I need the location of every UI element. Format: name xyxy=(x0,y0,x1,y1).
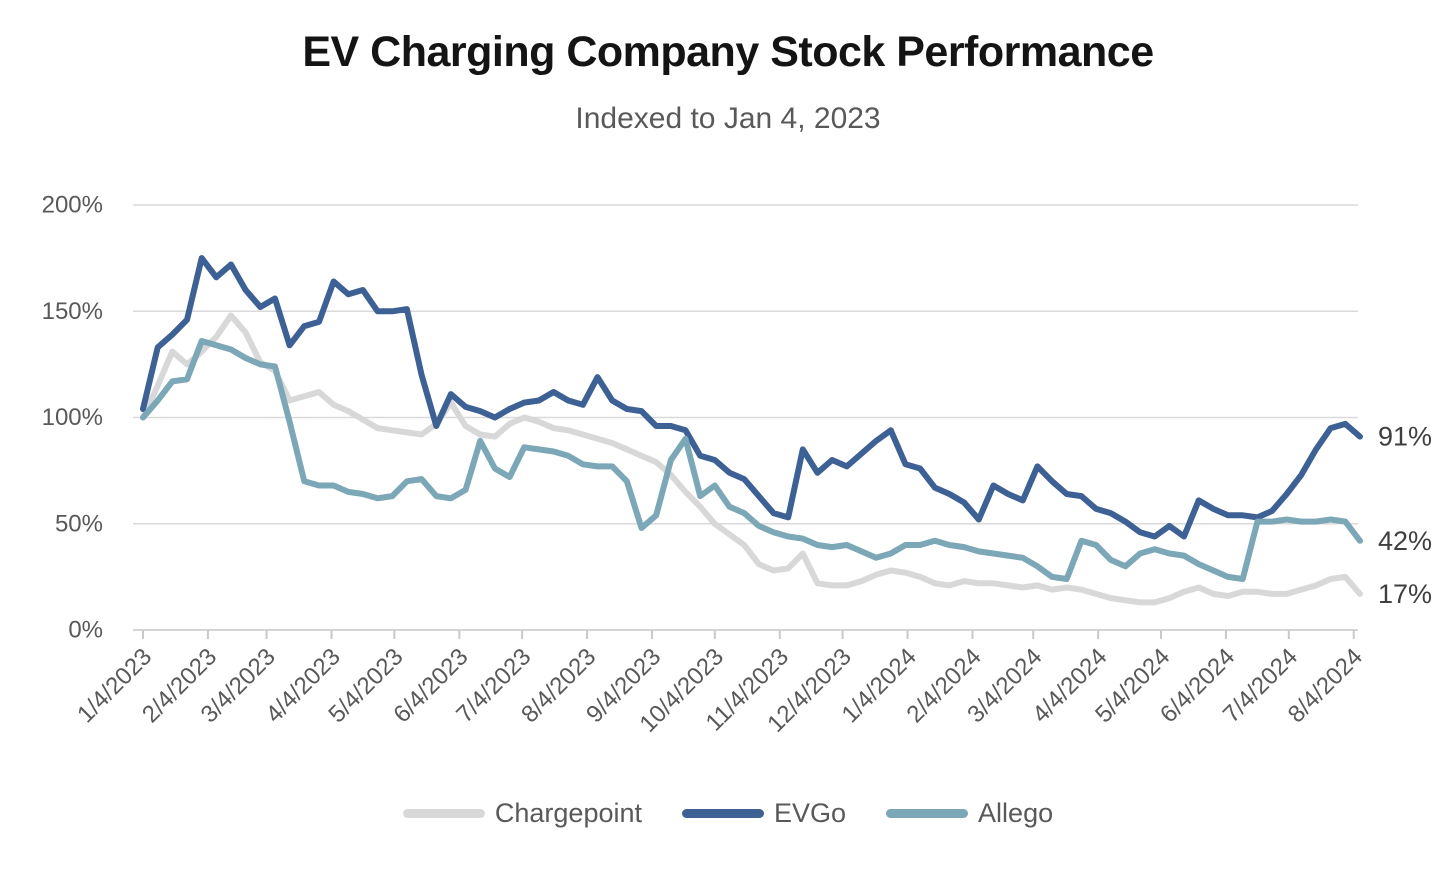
chart-title: EV Charging Company Stock Performance xyxy=(302,28,1154,76)
y-axis-label-100%: 100% xyxy=(42,404,103,431)
chart-legend: Chargepoint EVGo Allego xyxy=(0,798,1456,829)
allego-line-swatch xyxy=(886,809,969,818)
y-axis-label-50%: 50% xyxy=(55,510,103,537)
y-axis-label-150%: 150% xyxy=(42,298,103,325)
series-line-allego xyxy=(140,338,1363,582)
legend-item-allego: Allego xyxy=(886,798,1053,829)
end-value-label-chargepoint: 17% xyxy=(1378,579,1432,609)
series-line-chargepoint xyxy=(140,312,1363,606)
y-axis-label-200%: 200% xyxy=(42,192,103,219)
chart-subtitle: Indexed to Jan 4, 2023 xyxy=(575,102,881,135)
series-line-evgo xyxy=(140,255,1363,540)
legend-item-chargepoint: Chargepoint xyxy=(402,798,642,829)
legend-label-evgo: EVGo xyxy=(774,798,847,828)
legend-label-chargepoint: Chargepoint xyxy=(494,798,642,828)
end-value-label-allego: 42% xyxy=(1378,526,1432,556)
y-axis-label-0%: 0% xyxy=(68,617,103,644)
chargepoint-line-swatch xyxy=(402,809,485,818)
legend-label-allego: Allego xyxy=(978,798,1054,828)
evgo-line-swatch xyxy=(682,809,764,818)
legend-item-evgo: EVGo xyxy=(682,798,846,829)
end-value-label-evgo: 91% xyxy=(1378,422,1432,452)
